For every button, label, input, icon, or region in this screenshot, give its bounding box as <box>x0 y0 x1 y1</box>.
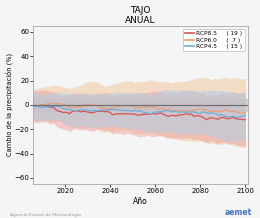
Legend: RCP8.5     ( 19 ), RCP6.0     (  7 ), RCP4.5     ( 15 ): RCP8.5 ( 19 ), RCP6.0 ( 7 ), RCP4.5 ( 15… <box>183 29 245 51</box>
Y-axis label: Cambio de la precipitación (%): Cambio de la precipitación (%) <box>5 53 13 156</box>
X-axis label: Año: Año <box>133 197 148 206</box>
Title: TAJO
ANUAL: TAJO ANUAL <box>125 5 156 25</box>
Bar <box>34 99 248 111</box>
Text: Agencia Estatal de Meteorología: Agencia Estatal de Meteorología <box>10 213 81 217</box>
Text: aemet: aemet <box>225 208 252 217</box>
